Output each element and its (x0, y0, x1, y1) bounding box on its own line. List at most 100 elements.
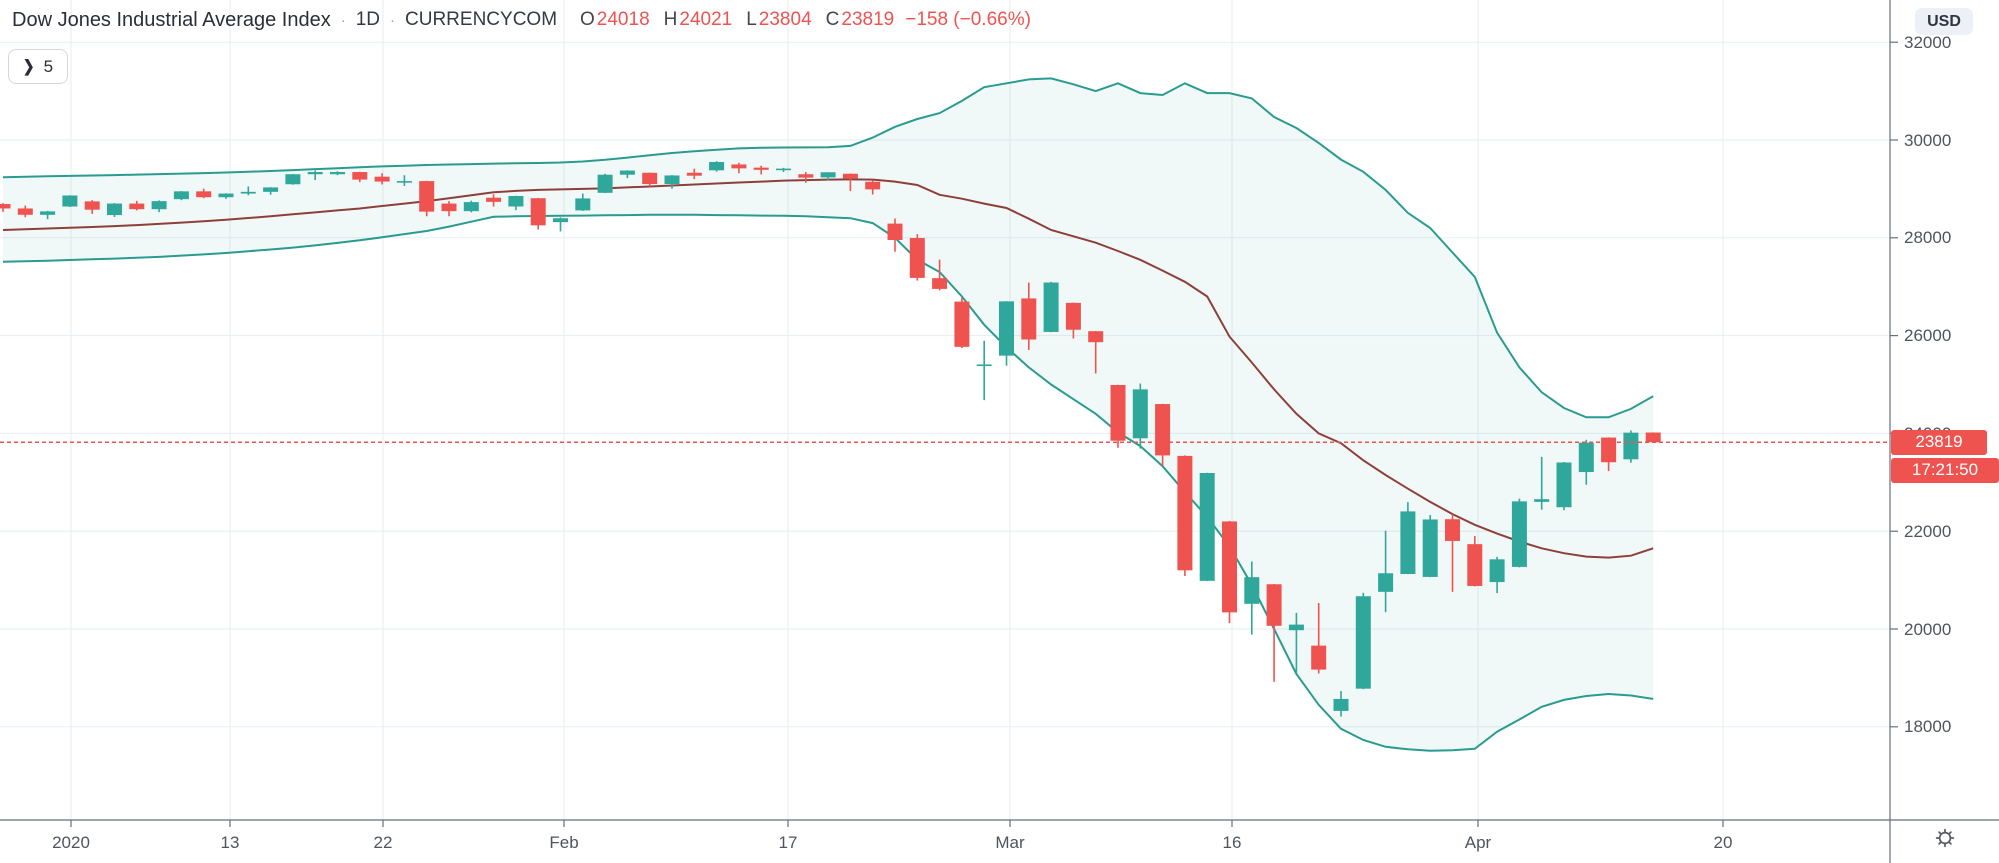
ohlc-readout: O 24018 H 24021 L 23804 C 23819 (580, 9, 894, 31)
candle (240, 186, 256, 196)
bollinger-lower-line (2, 213, 1654, 752)
candle (753, 165, 769, 175)
exchange-label[interactable]: CURRENCYCOM (405, 9, 558, 30)
candles-layer (0, 161, 1661, 717)
candle (307, 170, 323, 181)
candle (1132, 383, 1148, 449)
gear-icon (1935, 828, 1954, 847)
candle (1645, 432, 1661, 443)
candle (508, 195, 524, 211)
candle (1244, 561, 1260, 635)
candle (820, 172, 836, 181)
time-axis-label[interactable]: Feb (549, 833, 579, 852)
candle (1489, 556, 1505, 594)
grid-lines (0, 0, 1890, 820)
time-axis-label[interactable]: 13 (220, 833, 240, 852)
candle (396, 175, 412, 186)
candle (1288, 612, 1304, 674)
candle (486, 194, 502, 207)
candle (731, 162, 747, 174)
high-value: H 24021 (663, 9, 733, 30)
candle (1065, 302, 1081, 339)
candle (887, 218, 903, 252)
price-axis-label[interactable]: 26000 (1904, 326, 1952, 346)
candle (575, 193, 591, 211)
time-axis-label[interactable]: 17 (778, 833, 798, 852)
price-axis-label[interactable]: 32000 (1904, 32, 1952, 52)
candle (553, 217, 568, 232)
candle (1445, 514, 1460, 592)
candle (709, 161, 725, 172)
candle (597, 173, 613, 194)
bar-countdown-badge: 17:21:50 (1891, 457, 1999, 483)
symbol-header: Dow Jones Industrial Average Index · 1D … (12, 6, 1031, 34)
bollinger-upper-line (2, 77, 1654, 419)
candle (642, 172, 658, 187)
candle (1110, 384, 1126, 448)
candle (1534, 456, 1550, 510)
candle (1333, 691, 1349, 717)
candle (1021, 282, 1037, 351)
candle (419, 180, 435, 217)
candle (932, 259, 948, 291)
candle (776, 167, 791, 173)
plot-area[interactable] (0, 0, 1890, 820)
candle (865, 180, 881, 195)
symbol-title[interactable]: Dow Jones Industrial Average Index (12, 8, 331, 31)
candle (1266, 584, 1282, 682)
candle (129, 200, 145, 211)
candle (1311, 603, 1327, 674)
candle (1043, 281, 1059, 333)
candle (1400, 502, 1416, 575)
candle (1467, 536, 1483, 587)
candle (1422, 515, 1438, 578)
object-tree-collapse-button[interactable]: ❯ 5 (8, 49, 68, 84)
candle (151, 200, 167, 213)
low-value: L 23804 (746, 9, 812, 30)
bollinger-fill (3, 78, 1654, 751)
candle (352, 171, 368, 183)
currency-unit-badge[interactable]: USD (1915, 8, 1973, 35)
candle (62, 195, 78, 207)
time-axis-label[interactable]: 20 (1713, 833, 1733, 852)
time-axis-label[interactable]: 16 (1222, 833, 1242, 852)
candle (196, 188, 212, 199)
candle (218, 193, 234, 199)
axis-settings-button[interactable] (1931, 824, 1958, 851)
candle (798, 172, 814, 183)
candle (1578, 439, 1594, 485)
last-price-badge: 23819 (1891, 429, 1987, 455)
candle (954, 297, 970, 349)
time-axis-label[interactable]: Mar (995, 833, 1025, 852)
candle (664, 175, 680, 189)
separator-dot: · (390, 11, 396, 29)
time-axis-label[interactable]: 22 (373, 833, 393, 852)
interval-label[interactable]: 1D (355, 9, 381, 30)
time-axis-label[interactable]: Apr (1464, 833, 1492, 852)
time-axis-label[interactable]: 2020 (52, 833, 90, 852)
candle (1199, 472, 1215, 582)
chevron-right-icon: ❯ (22, 56, 35, 76)
price-axis-label[interactable]: 20000 (1904, 619, 1952, 639)
candle (463, 200, 479, 213)
candle (1556, 462, 1572, 511)
candle (285, 173, 301, 185)
candle (263, 187, 279, 195)
price-axis-label[interactable]: 28000 (1904, 228, 1952, 248)
candle (909, 234, 925, 281)
change-value: −158 (−0.66%) (905, 9, 1031, 30)
candle (999, 301, 1014, 366)
price-axis-label[interactable]: 30000 (1904, 130, 1952, 150)
candle (173, 191, 189, 201)
candle (619, 170, 635, 179)
candle (976, 340, 992, 401)
candle (1601, 437, 1617, 472)
candle (686, 168, 702, 180)
candle (842, 173, 858, 192)
price-axis-label[interactable]: 18000 (1904, 717, 1952, 737)
candle (1355, 592, 1371, 690)
price-axis-label[interactable]: 22000 (1904, 521, 1952, 541)
candle (530, 197, 546, 230)
candle (40, 210, 56, 220)
